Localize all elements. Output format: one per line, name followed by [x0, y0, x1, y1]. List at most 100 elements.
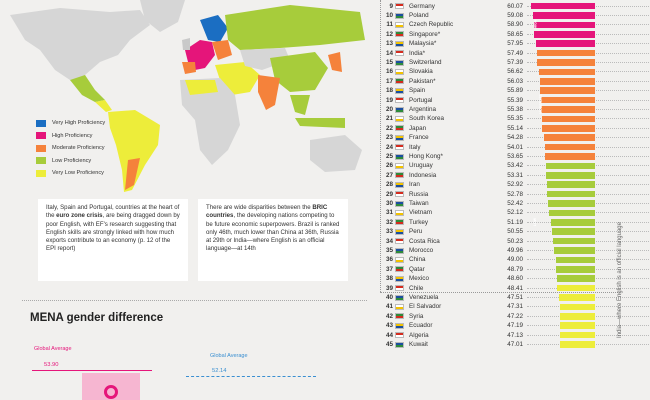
ranking-row: 43 Ecuador 47.19	[372, 321, 650, 330]
score-value: 50.23	[507, 237, 523, 245]
score-value: 58.65	[507, 30, 523, 38]
ranking-row: 14 India* 57.49	[372, 49, 650, 58]
legend-label: Very High Proficiency	[52, 120, 106, 127]
ranking-row: 23 France 54.28	[372, 133, 650, 142]
flag-icon	[395, 153, 404, 160]
note2-bold: BRIC countries	[206, 204, 328, 220]
map-greenland	[140, 0, 185, 32]
score-value: 57.95	[507, 40, 523, 48]
country-name: Singapore*	[409, 30, 441, 38]
mena-title: MENA gender difference	[30, 312, 164, 324]
rank-number: 15	[385, 58, 393, 66]
ranking-row: 36 China 49.00	[372, 255, 650, 264]
score-value: 52.12	[507, 209, 523, 217]
country-name: Uruguay	[409, 162, 433, 170]
rank-number: 44	[385, 331, 393, 339]
score-bar	[545, 153, 595, 160]
legend-swatch	[36, 169, 46, 177]
legend-label: Very Low Proficiency	[52, 170, 104, 177]
score-bar	[555, 256, 595, 264]
ranking-row: 42 Syria 47.22	[372, 312, 650, 321]
flag-icon	[395, 304, 404, 311]
country-name: China	[409, 256, 426, 264]
ranking-row: 25 Hong Kong* 53.65	[372, 152, 650, 161]
rank-number: 9	[389, 2, 393, 10]
country-name: Italy	[409, 143, 421, 151]
score-value: 49.00	[507, 256, 523, 264]
rank-number: 41	[385, 303, 393, 311]
rank-number: 39	[385, 284, 393, 292]
country-name: France	[409, 134, 429, 142]
flag-icon	[395, 322, 404, 329]
rank-number: 37	[385, 265, 393, 273]
rank-number: 21	[385, 115, 393, 123]
ranking-row: 28 Iran 52.92	[372, 180, 650, 189]
score-value: 59.08	[507, 11, 523, 19]
country-name: Syria	[409, 312, 424, 320]
country-name: Chile	[409, 284, 424, 292]
score-bar	[542, 125, 595, 132]
score-bar	[543, 134, 595, 142]
country-name: Venezuela	[409, 293, 439, 301]
flag-icon	[395, 200, 404, 207]
score-value: 47.01	[507, 340, 523, 348]
flag-icon	[395, 78, 404, 85]
country-name: Peru	[409, 228, 423, 236]
score-value: 60.07	[507, 2, 523, 10]
rank-number: 35	[385, 246, 393, 254]
flag-icon	[395, 191, 404, 198]
score-bar	[559, 331, 595, 339]
country-name: Switzerland	[409, 58, 442, 66]
ranking-row: 27 Indonesia 53.31	[372, 171, 650, 180]
flag-icon	[395, 163, 404, 170]
rank-number: 36	[385, 256, 393, 264]
map-africa	[180, 78, 240, 165]
country-name: Iran	[409, 181, 420, 189]
score-value: 57.39	[507, 58, 523, 66]
note1-bold: euro zone crisis	[56, 212, 103, 220]
score-bar	[552, 228, 595, 236]
country-name: Russia	[409, 190, 429, 198]
legend-item: Very High Proficiency	[36, 117, 105, 130]
rank-number: 24	[385, 143, 393, 151]
map-australia	[310, 135, 362, 172]
score-bar	[559, 294, 595, 301]
rank-number: 10	[385, 11, 393, 19]
score-value: 58.90	[507, 21, 523, 29]
rank-number: 13	[385, 40, 393, 48]
global-average-value-male: 52.14	[212, 368, 227, 374]
ranking-row: 16 Slovakia 56.62	[372, 67, 650, 76]
map-central-asia	[240, 48, 290, 70]
score-bar	[540, 87, 595, 95]
flag-icon	[395, 87, 404, 94]
ranking-row: 38 Mexico 48.60	[372, 274, 650, 283]
flag-icon	[395, 228, 404, 235]
world-map	[10, 0, 365, 192]
flag-icon	[395, 219, 404, 226]
country-name: Algeria	[409, 331, 429, 339]
country-name: Malaysia*	[409, 40, 437, 48]
score-value: 54.28	[507, 134, 523, 142]
score-bar	[540, 78, 595, 85]
score-value: 52.42	[507, 199, 523, 207]
female-symbol-icon	[104, 385, 118, 399]
rank-number: 32	[385, 218, 393, 226]
country-name: Germany	[409, 2, 435, 10]
rank-number: 12	[385, 30, 393, 38]
bric-note: There are wide disparities between the B…	[198, 199, 348, 281]
flag-icon	[395, 210, 404, 217]
ranking-row: 41 El Salvador 47.31	[372, 302, 650, 311]
country-name: Slovakia	[409, 68, 433, 76]
flag-icon	[395, 341, 404, 348]
score-value: 57.49	[507, 49, 523, 57]
score-value: 55.35	[507, 115, 523, 123]
flag-icon	[395, 144, 404, 151]
rank-number: 40	[385, 293, 393, 301]
ranking-row: 24 Italy 54.01	[372, 143, 650, 152]
score-bar	[546, 181, 595, 189]
map-scandinavia	[200, 15, 228, 42]
map-legend: Very High Proficiency High Proficiency Mod…	[36, 117, 105, 180]
map-uk	[182, 38, 190, 50]
map-se-asia	[290, 95, 310, 115]
legend-swatch	[36, 119, 46, 127]
